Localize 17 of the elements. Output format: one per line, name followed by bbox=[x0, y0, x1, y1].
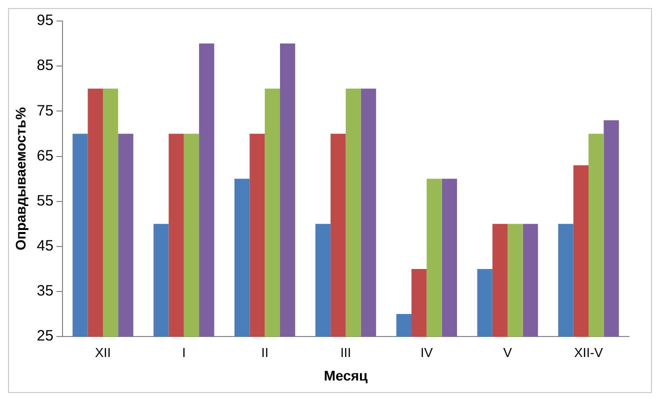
x-tick-label: I bbox=[182, 344, 186, 360]
y-tick-label: 55 bbox=[36, 192, 54, 210]
y-tick-label: 95 bbox=[36, 12, 54, 30]
y-tick-label: 65 bbox=[36, 147, 54, 164]
x-tick-label: II bbox=[261, 344, 268, 360]
x-tick-label: V bbox=[503, 344, 512, 360]
y-tick-label: 75 bbox=[36, 102, 54, 120]
y-tick-label: 35 bbox=[36, 282, 54, 300]
y-tick-label: 45 bbox=[36, 238, 54, 255]
x-tick-label: IV bbox=[420, 344, 434, 360]
y-tick-label: 25 bbox=[36, 328, 54, 345]
x-tick-label: III bbox=[340, 344, 352, 360]
x-tick-label: XII bbox=[94, 344, 111, 360]
x-axis-title: Месяц bbox=[324, 367, 368, 384]
x-tick-label: XII-V bbox=[574, 344, 604, 360]
y-axis-title: Оправдываемость% bbox=[12, 106, 28, 250]
y-tick-label: 85 bbox=[36, 57, 54, 74]
